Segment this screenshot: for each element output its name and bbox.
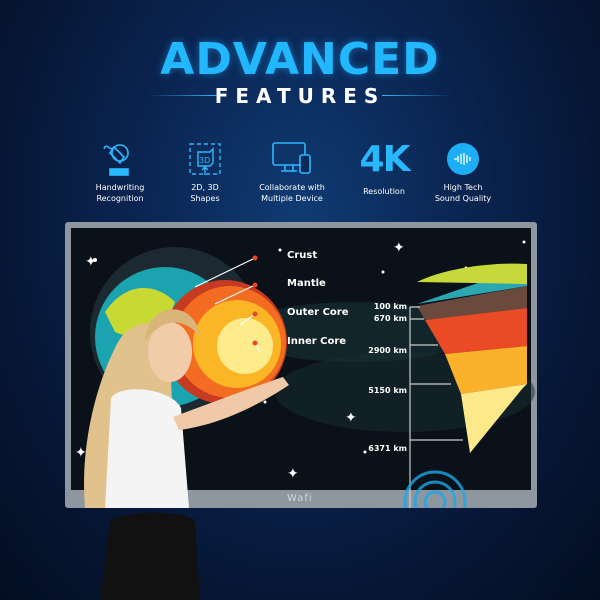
feature-handwriting: Handwriting Recognition bbox=[70, 138, 170, 204]
pen-tablet-icon bbox=[70, 138, 170, 180]
headline: ADVANCED bbox=[160, 34, 440, 85]
feature-shapes: 3D 2D, 3D Shapes bbox=[155, 138, 255, 204]
depth-5150: 5150 km bbox=[368, 386, 407, 395]
feature-sound: High Tech Sound Quality bbox=[413, 138, 513, 204]
sound-wave-icon bbox=[413, 138, 513, 180]
svg-text:✦: ✦ bbox=[75, 445, 87, 461]
divider-right bbox=[382, 95, 452, 96]
depth-6371: 6371 km bbox=[368, 444, 407, 453]
feature-4k: 4K Resolution bbox=[359, 138, 411, 197]
monitor-phone-icon bbox=[242, 138, 342, 180]
depth-100: 100 km bbox=[373, 302, 407, 311]
depth-670: 670 km bbox=[373, 314, 407, 323]
depth-2900: 2900 km bbox=[368, 346, 407, 355]
woman-skirt bbox=[100, 512, 200, 600]
subheadline: FEATURES bbox=[214, 84, 386, 108]
svg-text:3D: 3D bbox=[199, 156, 210, 165]
4k-icon: 4K bbox=[359, 138, 411, 180]
interactive-display: ✦ ✦ ✦ ✦ ✦ Crust Mantle Outer Core Inner Core… bbox=[65, 222, 537, 508]
svg-text:✦: ✦ bbox=[393, 240, 405, 256]
svg-text:✦: ✦ bbox=[85, 254, 97, 270]
label-outer-core: Outer Core bbox=[287, 307, 349, 318]
label-inner-core: Inner Core bbox=[287, 336, 347, 347]
brand-logo: Wafi bbox=[287, 493, 313, 504]
label-crust: Crust bbox=[287, 250, 318, 261]
divider-left bbox=[148, 95, 218, 96]
3d-cube-icon: 3D bbox=[155, 138, 255, 180]
label-mantle: Mantle bbox=[287, 278, 326, 289]
svg-text:✦: ✦ bbox=[287, 466, 299, 482]
svg-text:✦: ✦ bbox=[345, 410, 357, 426]
feature-collaborate: Collaborate with Multiple Device bbox=[242, 138, 342, 204]
